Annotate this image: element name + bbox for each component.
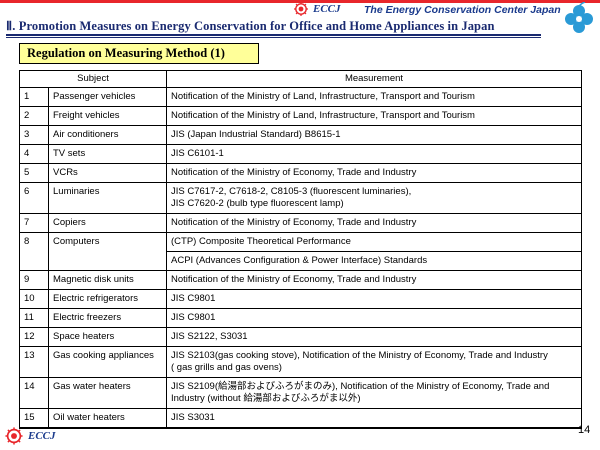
title-rule bbox=[6, 34, 541, 36]
eccj-logo: ECCJ bbox=[292, 2, 341, 16]
measurement-line: JIS C6101-1 bbox=[171, 148, 224, 159]
measurement-line: JIS S2122, S3031 bbox=[171, 331, 248, 342]
table-row: 7 Copiers Notification of the Ministry of … bbox=[19, 213, 582, 233]
row-measurement: Notification of the Ministry of Land, In… bbox=[166, 87, 582, 107]
table-row: 15 Oil water heaters JIS S3031 bbox=[19, 408, 582, 429]
row-measurement: Notification of the Ministry of Land, In… bbox=[166, 106, 582, 126]
row-measurement: Notification of the Ministry of Economy,… bbox=[166, 163, 582, 183]
table-row: 10 Electric refrigerators JIS C9801 bbox=[19, 289, 582, 309]
row-number: 15 bbox=[19, 408, 49, 429]
clover-icon bbox=[565, 2, 593, 33]
row-measurement: Notification of the Ministry of Economy,… bbox=[166, 270, 582, 290]
row-number: 6 bbox=[19, 182, 49, 214]
row-number: 5 bbox=[19, 163, 49, 183]
row-subject: Freight vehicles bbox=[48, 106, 167, 126]
measurement-line: JIS C9801 bbox=[171, 293, 216, 304]
measurement-line: JIS S3031 bbox=[171, 412, 215, 423]
sun-emblem-icon bbox=[294, 2, 308, 16]
measurement-line: ( gas grills and gas ovens) bbox=[171, 362, 282, 373]
table-row: 13 Gas cooking appliances JIS S2103(gas co… bbox=[19, 346, 582, 378]
title-rule-thin bbox=[6, 37, 541, 38]
row-number: 12 bbox=[19, 327, 49, 347]
footer-logo: ECCJ bbox=[3, 427, 56, 445]
row-number: 7 bbox=[19, 213, 49, 233]
measurement-line: Notification of the Ministry of Land, In… bbox=[171, 110, 475, 121]
measurement-line: Notification of the Ministry of Land, In… bbox=[171, 91, 475, 102]
row-number: 14 bbox=[19, 377, 49, 409]
table-row: 5 VCRs Notification of the Ministry of Eco… bbox=[19, 163, 582, 183]
row-measurement: JIS S3031 bbox=[166, 408, 582, 429]
row-number: 8 bbox=[19, 232, 49, 271]
measurement-line: Industry (without 給湯部およびふろがま以外) bbox=[171, 393, 361, 404]
section-title: Regulation on Measuring Method (1) bbox=[19, 43, 259, 64]
measurement-line: Notification of the Ministry of Economy,… bbox=[171, 167, 417, 178]
row-subject: Electric refrigerators bbox=[48, 289, 167, 309]
organization-name: The Energy Conservation Center Japan bbox=[364, 4, 561, 16]
page-title: Ⅱ. Promotion Measures on Energy Conserva… bbox=[6, 19, 495, 33]
table-row: 4 TV sets JIS C6101-1 bbox=[19, 144, 582, 164]
measurement-line: JIS C7617-2, C7618-2, C8105-3 (fluoresce… bbox=[171, 186, 412, 197]
table-body: 1 Passenger vehicles Notification of the M… bbox=[19, 87, 582, 429]
row-measurement: JIS C9801 bbox=[166, 289, 582, 309]
row-subject: Air conditioners bbox=[48, 125, 167, 145]
row-measurement: JIS S2109(給湯部およびふろがまのみ), Notification of… bbox=[166, 377, 582, 409]
row-subject: Passenger vehicles bbox=[48, 87, 167, 107]
row-measurement: (CTP) Composite Theoretical Performance bbox=[166, 232, 582, 252]
table-row: 8 Computers (CTP) Composite Theoretical Pe… bbox=[19, 232, 582, 271]
row-measurement: ACPI (Advances Configuration & Power Int… bbox=[166, 251, 582, 271]
table-row: 9 Magnetic disk units Notification of the … bbox=[19, 270, 582, 290]
row-measurement: Notification of the Ministry of Economy,… bbox=[166, 213, 582, 233]
measurement-line: JIS C9801 bbox=[171, 312, 216, 323]
row-measurement: JIS S2122, S3031 bbox=[166, 327, 582, 347]
table-row: 6 Luminaries JIS C7617-2, C7618-2, C8105-3… bbox=[19, 182, 582, 214]
row-measurement: JIS S2103(gas cooking stove), Notificati… bbox=[166, 346, 582, 378]
table-row: 12 Space heaters JIS S2122, S3031 bbox=[19, 327, 582, 347]
row-subject: Electric freezers bbox=[48, 308, 167, 328]
measurement-line: Notification of the Ministry of Economy,… bbox=[171, 217, 417, 228]
measurement-line: JIS C7620-2 (bulb type fluorescent lamp) bbox=[171, 198, 344, 209]
table-row: 2 Freight vehicles Notification of the Min… bbox=[19, 106, 582, 126]
table-row: 14 Gas water heaters JIS S2109(給湯部およびふろがまの… bbox=[19, 377, 582, 409]
row-subject: Gas cooking appliances bbox=[48, 346, 167, 378]
row-number: 3 bbox=[19, 125, 49, 145]
row-subject: VCRs bbox=[48, 163, 167, 183]
row-number: 13 bbox=[19, 346, 49, 378]
table-row: 3 Air conditioners JIS (Japan Industrial S… bbox=[19, 125, 582, 145]
table-header-row: Subject Measurement bbox=[19, 70, 582, 88]
row-measurement: JIS (Japan Industrial Standard) B8615-1 bbox=[166, 125, 582, 145]
row-subject: Magnetic disk units bbox=[48, 270, 167, 290]
row-subject: TV sets bbox=[48, 144, 167, 164]
table-row: 11 Electric freezers JIS C9801 bbox=[19, 308, 582, 328]
logo-text: ECCJ bbox=[313, 3, 341, 15]
measurement-line: JIS S2109(給湯部およびふろがまのみ), Notification of… bbox=[171, 381, 550, 392]
page-number: 14 bbox=[578, 424, 591, 436]
row-subject: Computers bbox=[48, 232, 167, 271]
row-number: 2 bbox=[19, 106, 49, 126]
measurement-table: Subject Measurement 1 Passenger vehicles N… bbox=[19, 70, 582, 429]
measurement-line: JIS (Japan Industrial Standard) B8615-1 bbox=[171, 129, 341, 140]
row-subject: Oil water heaters bbox=[48, 408, 167, 429]
measurement-header: Measurement bbox=[166, 70, 582, 88]
footer-logo-text: ECCJ bbox=[28, 430, 56, 442]
row-subject: Space heaters bbox=[48, 327, 167, 347]
row-number: 1 bbox=[19, 87, 49, 107]
row-subject: Luminaries bbox=[48, 182, 167, 214]
row-measurement: JIS C7617-2, C7618-2, C8105-3 (fluoresce… bbox=[166, 182, 582, 214]
measurement-line: JIS S2103(gas cooking stove), Notificati… bbox=[171, 350, 548, 361]
sun-emblem-icon bbox=[5, 427, 23, 445]
row-number: 10 bbox=[19, 289, 49, 309]
row-measurement: JIS C6101-1 bbox=[166, 144, 582, 164]
row-measurement: JIS C9801 bbox=[166, 308, 582, 328]
row-number: 4 bbox=[19, 144, 49, 164]
row-number: 9 bbox=[19, 270, 49, 290]
table-row: 1 Passenger vehicles Notification of the M… bbox=[19, 87, 582, 107]
row-subject: Copiers bbox=[48, 213, 167, 233]
row-number: 11 bbox=[19, 308, 49, 328]
header-bar bbox=[0, 0, 600, 3]
row-subject: Gas water heaters bbox=[48, 377, 167, 409]
subject-header: Subject bbox=[19, 70, 167, 88]
measurement-line: Notification of the Ministry of Economy,… bbox=[171, 274, 417, 285]
